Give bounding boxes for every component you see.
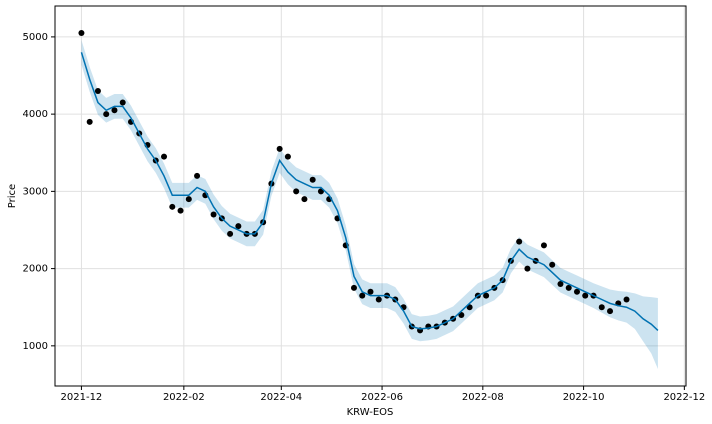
x-tick-label: 2022-02 bbox=[163, 392, 205, 403]
plot-frame bbox=[54, 5, 687, 387]
y-tick-label: 2000 bbox=[23, 264, 48, 275]
observation-point bbox=[607, 308, 614, 315]
observation-point bbox=[161, 153, 168, 160]
grid-layer bbox=[55, 6, 686, 386]
uncertainty-band bbox=[81, 39, 658, 370]
observation-point bbox=[210, 211, 217, 218]
x-tick-label: 2022-06 bbox=[361, 392, 403, 403]
observation-point bbox=[359, 292, 366, 299]
x-tick-label: 2022-12 bbox=[663, 392, 705, 403]
observation-point bbox=[350, 284, 357, 291]
observation-point bbox=[623, 296, 630, 303]
axes-layer: 2021-12 2022-02 2022-04 2022-06 2022-08 2022-… bbox=[23, 32, 706, 403]
observation-point bbox=[276, 145, 283, 152]
y-tick-label: 1000 bbox=[23, 341, 48, 352]
observation-point bbox=[483, 292, 490, 299]
observation-point bbox=[549, 261, 556, 268]
observation-point bbox=[540, 242, 547, 249]
x-tick-label: 2021-12 bbox=[61, 392, 103, 403]
observation-point bbox=[111, 107, 118, 114]
observation-point bbox=[94, 87, 101, 94]
y-axis-label: Price bbox=[7, 184, 18, 208]
observation-point bbox=[301, 196, 308, 203]
observation-point bbox=[516, 238, 523, 245]
y-tick-label: 5000 bbox=[23, 32, 48, 43]
observation-point bbox=[598, 304, 605, 311]
observation-point bbox=[367, 288, 374, 295]
observation-point bbox=[169, 203, 176, 210]
observation-point bbox=[185, 196, 192, 203]
observation-point bbox=[235, 223, 242, 230]
observation-point bbox=[565, 284, 572, 291]
y-tick-label: 4000 bbox=[23, 109, 48, 120]
observation-point bbox=[293, 188, 300, 195]
observation-point bbox=[78, 30, 85, 37]
x-tick-label: 2022-04 bbox=[260, 392, 302, 403]
y-tick-label: 3000 bbox=[23, 186, 48, 197]
x-axis-label: KRW-EOS bbox=[347, 407, 394, 418]
observation-point bbox=[284, 153, 291, 160]
plot-area bbox=[55, 6, 686, 386]
observation-point bbox=[557, 281, 564, 288]
observation-point bbox=[227, 230, 234, 237]
observation-point bbox=[194, 172, 201, 179]
observation-point bbox=[582, 292, 589, 299]
x-tick-label: 2022-08 bbox=[462, 392, 504, 403]
observation-point bbox=[119, 99, 126, 106]
observation-point bbox=[375, 296, 382, 303]
observation-point bbox=[103, 111, 110, 118]
marks-layer bbox=[78, 30, 659, 370]
observation-point bbox=[309, 176, 316, 183]
observation-point bbox=[524, 265, 531, 272]
observation-point bbox=[177, 207, 184, 214]
x-tick-label: 2022-10 bbox=[563, 392, 605, 403]
observation-point bbox=[573, 288, 580, 295]
forecast-line bbox=[80, 52, 659, 331]
observation-point bbox=[86, 118, 93, 125]
